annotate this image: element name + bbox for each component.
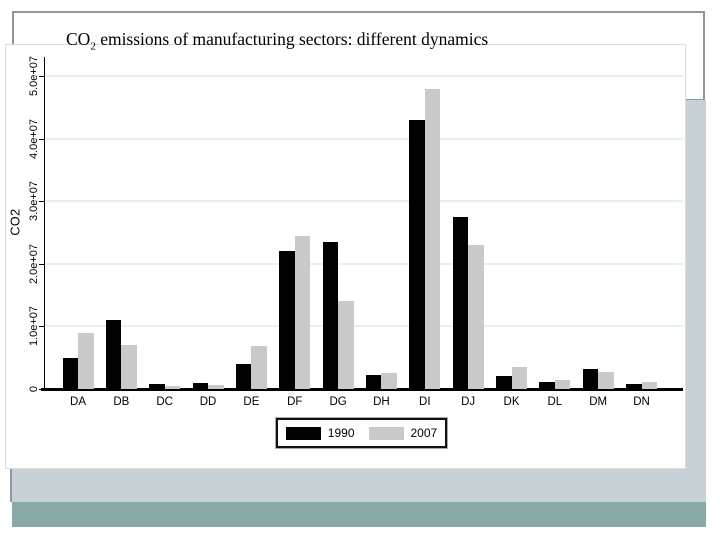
y-tick-mark — [39, 389, 44, 390]
x-tick-label: DK — [503, 396, 520, 408]
chart-area: 0 1.0e+07 2.0e+07 3.0e+07 4.0e+07 5.0e+07 DA DB… — [5, 44, 686, 469]
x-tick-label: DI — [419, 396, 431, 408]
bar-1990-DD — [192, 382, 209, 389]
bar-1990-DA — [62, 357, 78, 389]
bar-1990-DF — [279, 251, 295, 389]
bar-2007-DA — [78, 332, 94, 389]
y-tick-label: 0 — [28, 385, 40, 393]
bar-2007-DC — [164, 385, 181, 389]
legend-swatch-2007 — [368, 426, 404, 440]
x-tick-label: DA — [70, 396, 86, 408]
x-tick-label: DB — [113, 396, 130, 408]
slide-title-subscript: 2 — [90, 40, 96, 53]
x-tick-label: DF — [287, 396, 303, 408]
bar-2007-DI — [424, 88, 441, 389]
bar-1990-DI — [409, 119, 425, 389]
bar-1990-DL — [539, 382, 555, 389]
y-tick-mark — [39, 138, 44, 140]
gridline — [45, 75, 683, 77]
y-tick-mark — [39, 326, 44, 328]
decor-band-bottom-teal — [12, 502, 706, 527]
x-axis-line — [41, 388, 683, 391]
gridline — [45, 325, 683, 328]
x-tick-label: DD — [199, 396, 217, 408]
chart-legend: 1990 2007 — [276, 418, 447, 448]
slide-title-rest: emissions of manufacturing sectors: diff… — [95, 29, 489, 49]
decor-band-bottom-light — [10, 467, 706, 502]
y-axis-line — [44, 57, 45, 389]
y-tick-mark — [39, 76, 44, 77]
x-tick-label: DL — [547, 396, 563, 408]
x-tick-label: DN — [633, 396, 650, 408]
legend-label-1990: 1990 — [327, 426, 355, 440]
y-tick-label: 5.0e+07 — [28, 55, 40, 97]
legend-label-2007: 2007 — [410, 426, 438, 440]
bar-2007-DG — [338, 301, 354, 389]
bar-1990-DE — [235, 363, 252, 389]
y-tick-label: 2.0e+07 — [28, 243, 40, 284]
slide-title-prefix: CO — [66, 29, 91, 49]
gridline — [45, 137, 683, 140]
bar-2007-DF — [294, 235, 311, 389]
y-tick-label: 4.0e+07 — [28, 118, 40, 159]
x-tick-label: DG — [329, 396, 347, 408]
x-tick-label: DC — [156, 396, 173, 408]
bar-1990-DN — [626, 383, 642, 389]
y-axis-title: CO2 — [8, 208, 23, 236]
bar-1990-DC — [149, 383, 165, 389]
bar-2007-DH — [381, 373, 397, 389]
x-tick-label: DM — [589, 396, 608, 408]
bar-2007-DK — [511, 367, 527, 389]
bar-2007-DM — [598, 372, 614, 389]
y-tick-mark — [39, 263, 44, 265]
bar-2007-DD — [208, 385, 224, 389]
slide-title: CO2 emissions of manufacturing sectors: … — [66, 29, 488, 53]
legend-swatch-1990 — [285, 426, 321, 440]
bar-1990-DM — [582, 368, 599, 389]
y-tick-mark — [39, 201, 44, 203]
bar-1990-DH — [365, 374, 382, 389]
bar-2007-DL — [554, 379, 571, 389]
gridline — [45, 262, 683, 265]
bar-2007-DE — [251, 346, 267, 389]
bar-2007-DN — [641, 382, 658, 389]
x-tick-label: DE — [243, 396, 260, 408]
y-tick-label: 3.0e+07 — [28, 181, 40, 222]
y-tick-label: 1.0e+07 — [28, 306, 40, 347]
bar-1990-DK — [496, 375, 512, 389]
bar-chart-plot: 0 1.0e+07 2.0e+07 3.0e+07 4.0e+07 5.0e+07 DA DB… — [6, 45, 685, 468]
decor-band-right — [686, 100, 706, 467]
bar-2007-DB — [121, 345, 137, 389]
bar-2007-DJ — [468, 245, 484, 389]
x-tick-label: DH — [373, 396, 390, 408]
bar-1990-DG — [322, 241, 339, 389]
bar-1990-DB — [105, 320, 122, 389]
gridline — [45, 200, 683, 203]
x-tick-label: DJ — [461, 396, 476, 408]
bar-1990-DJ — [452, 216, 469, 389]
